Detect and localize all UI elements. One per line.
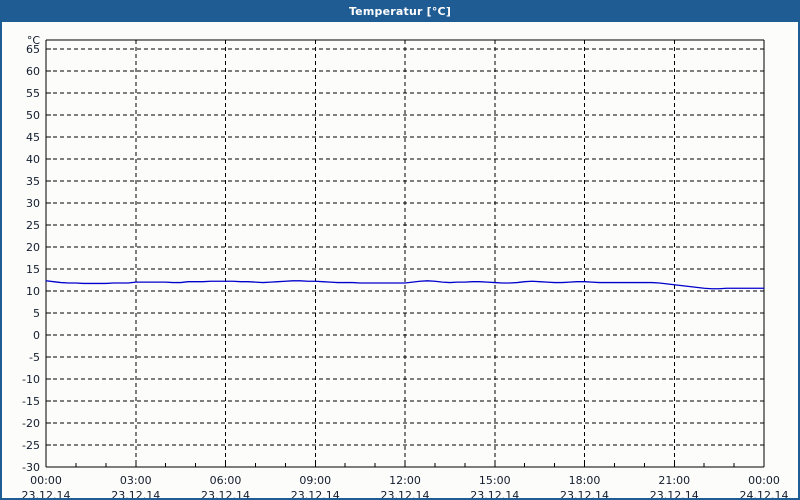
x-tick-date: 23.12.14 xyxy=(22,489,71,498)
x-tick-date: 23.12.14 xyxy=(381,489,430,498)
x-tick-date: 23.12.14 xyxy=(560,489,609,498)
y-tick-label: 15 xyxy=(26,263,40,276)
page-title: Temperatur [°C] xyxy=(348,5,452,18)
x-tick-time: 12:00 xyxy=(389,474,421,487)
x-tick-time: 00:00 xyxy=(748,474,780,487)
y-tick-label: -5 xyxy=(29,351,40,364)
y-tick-label: 60 xyxy=(26,65,40,78)
window-title-bar: Temperatur [°C] xyxy=(2,2,798,22)
x-tick-label-group: 09:00 23.12.14 xyxy=(291,474,340,498)
x-tick-date: 23.12.14 xyxy=(201,489,250,498)
y-tick-label: -15 xyxy=(22,395,40,408)
series-line xyxy=(45,280,765,290)
x-tick-time: 00:00 xyxy=(30,474,62,487)
y-tick-label: 40 xyxy=(26,153,40,166)
y-tick-label: 45 xyxy=(26,131,40,144)
x-tick-time: 21:00 xyxy=(658,474,690,487)
x-axis-tick-labels: 00:0023.12.1403:0023.12.1406:0023.12.140… xyxy=(22,474,789,498)
y-tick-label: -20 xyxy=(22,417,40,430)
y-tick-label: -30 xyxy=(22,461,40,474)
plot-area-frame xyxy=(45,39,765,468)
x-tick-time: 18:00 xyxy=(569,474,601,487)
y-tick-label: -25 xyxy=(22,439,40,452)
y-tick-label: 35 xyxy=(26,175,40,188)
x-tick-time: 15:00 xyxy=(479,474,511,487)
y-tick-label: 0 xyxy=(33,329,40,342)
y-tick-label: 25 xyxy=(26,219,40,232)
y-tick-label: 5 xyxy=(33,307,40,320)
y-tick-label: 55 xyxy=(26,87,40,100)
x-tick-label-group: 00:00 23.12.14 xyxy=(22,474,71,498)
y-tick-label: 30 xyxy=(26,197,40,210)
x-tick-time: 06:00 xyxy=(210,474,242,487)
x-tick-label-group: 15:00 23.12.14 xyxy=(470,474,519,498)
data-series-group xyxy=(45,280,765,290)
y-tick-label: 10 xyxy=(26,285,40,298)
y-tick-label: 20 xyxy=(26,241,40,254)
x-tick-time: 09:00 xyxy=(299,474,331,487)
y-tick-label: 65 xyxy=(26,43,40,56)
vertical-gridlines xyxy=(135,40,675,467)
x-tick-date: 24.12.14 xyxy=(740,489,789,498)
x-tick-date: 23.12.14 xyxy=(111,489,160,498)
y-axis-tick-labels: 65605550454035302520151050-5-10-15-20-25… xyxy=(22,43,40,474)
y-tick-label: 50 xyxy=(26,109,40,122)
x-tick-label-group: 21:00 23.12.14 xyxy=(650,474,699,498)
y-tick-label: -10 xyxy=(22,373,40,386)
x-tick-time: 03:00 xyxy=(120,474,152,487)
x-tick-date: 23.12.14 xyxy=(470,489,519,498)
x-tick-label-group: 06:00 23.12.14 xyxy=(201,474,250,498)
x-tick-date: 23.12.14 xyxy=(650,489,699,498)
y-axis-unit-label: °C xyxy=(27,34,41,47)
x-tick-label-group: 12:00 23.12.14 xyxy=(381,474,430,498)
temperature-line-chart: 65605550454035302520151050-5-10-15-20-25… xyxy=(22,34,789,498)
minor-tick-marks xyxy=(75,463,735,467)
chart-canvas-area: 65 60 55 50 45 40 35 30 25 20 15 10 5 0 -5 -10 -15 -20 -25… xyxy=(2,22,798,498)
x-tick-date: 23.12.14 xyxy=(291,489,340,498)
x-tick-label-group: 03:00 23.12.14 xyxy=(111,474,160,498)
x-tick-label-group: 00:00 24.12.14 xyxy=(740,474,789,498)
x-tick-label-group: 18:00 23.12.14 xyxy=(560,474,609,498)
